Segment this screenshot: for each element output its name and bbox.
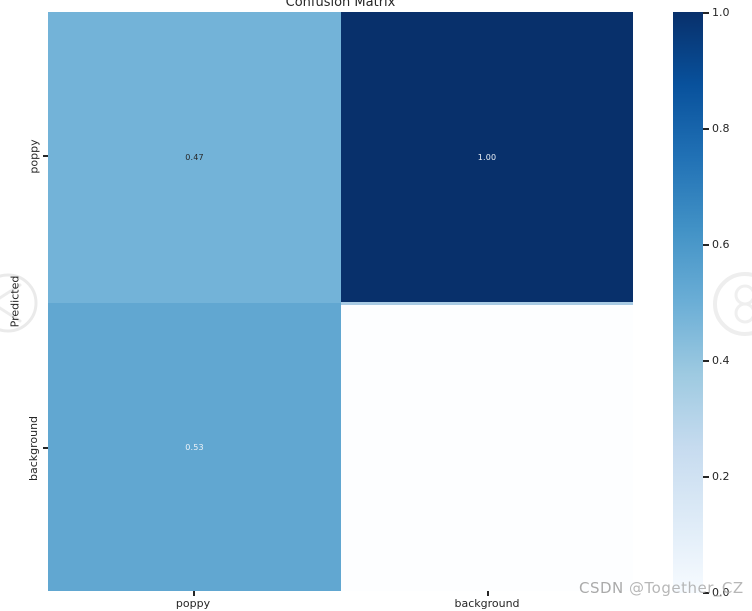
colorbar-tick-label: 0.8 [712,122,730,135]
cell-value: 0.53 [185,442,204,452]
colorbar-tick-mark [703,12,709,14]
watermark-text: CSDN @Together_CZ [579,579,744,597]
x-tick-mark [487,591,489,596]
colorbar-tick-mark [703,360,709,362]
cell-value: 1.00 [477,153,497,162]
colorbar-tick-label: 0.2 [712,470,730,483]
heatmap-cell-poppy-poppy: 0.47 [48,12,341,303]
y-tick-mark [43,447,48,449]
heatmap-cell-background-background [341,303,633,591]
colorbar-tick-mark [703,476,709,478]
heatmap-plot: 0.47 1.00 0.53 [48,12,633,591]
watermark-logo-icon [713,272,752,336]
chart-title: Confusion Matrix [285,0,396,10]
x-tick-label-background: background [454,597,520,610]
x-tick-label-poppy: poppy [175,597,211,610]
colorbar-tick-label: 0.0 [712,586,730,599]
y-tick-mark [43,155,48,157]
colorbar-tick-label: 1.0 [712,6,730,19]
colorbar-tick-mark [703,244,709,246]
colorbar-tick-label: 0.4 [712,354,730,367]
x-tick-mark [193,591,195,596]
heatmap-cell-poppy-background: 1.00 [341,12,633,303]
colorbar-tick-mark [703,592,709,594]
heatmap-cell-background-poppy: 0.53 [48,303,341,591]
cell-edge-highlight [341,302,633,305]
watermark-handle: @Together_CZ [629,579,744,597]
colorbar-tick-label: 0.6 [712,238,730,251]
watermark-brand: CSDN [579,579,630,597]
colorbar-tick-mark [703,128,709,130]
colorbar [673,12,703,593]
cell-value: 0.47 [185,153,204,162]
watermark-logo-icon [0,273,38,333]
